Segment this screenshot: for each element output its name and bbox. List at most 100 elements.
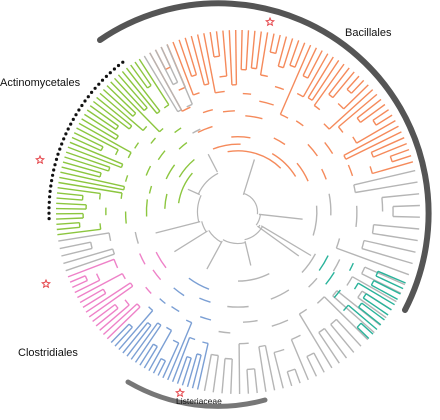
branch [257, 225, 300, 257]
dot-icon [48, 195, 52, 199]
branch [222, 239, 246, 245]
star-icon [41, 278, 51, 289]
branch [352, 136, 358, 144]
branch [134, 61, 152, 86]
branch [157, 150, 166, 161]
branch [139, 253, 146, 265]
branch [356, 326, 370, 340]
branch [245, 30, 250, 70]
branch [333, 289, 341, 299]
branch [242, 159, 256, 195]
branch [323, 123, 330, 130]
branch [258, 213, 303, 220]
branch [124, 211, 127, 224]
branch [253, 368, 258, 394]
branch [196, 34, 210, 85]
dot-icon [58, 147, 62, 151]
branch [155, 220, 201, 234]
branch [336, 247, 410, 276]
branch [373, 142, 407, 158]
branch [139, 343, 154, 366]
branch [316, 296, 325, 304]
branch [71, 136, 102, 152]
branch [369, 166, 373, 174]
branch [167, 322, 193, 381]
branch [173, 287, 185, 297]
branch [275, 34, 281, 54]
branch [174, 127, 182, 134]
branch [96, 96, 133, 127]
branch [362, 293, 367, 299]
branch [348, 262, 354, 272]
branch [280, 113, 289, 119]
branch [69, 141, 123, 165]
branch [239, 342, 249, 345]
branch [120, 163, 124, 168]
dot-icon [69, 122, 73, 126]
branch [258, 344, 266, 348]
branch [171, 306, 180, 313]
branch [181, 106, 191, 112]
branch [282, 38, 294, 68]
branch [134, 231, 139, 244]
branch [296, 162, 309, 182]
branch [150, 137, 157, 144]
branch [157, 360, 167, 376]
branch [65, 151, 111, 168]
branch [189, 336, 196, 341]
branch [186, 355, 192, 359]
branch [289, 40, 300, 66]
branch [357, 282, 395, 306]
branch [361, 273, 402, 294]
dot-icon [50, 179, 54, 183]
branch [136, 303, 141, 308]
branch [273, 137, 286, 146]
branch [212, 143, 241, 150]
branch [113, 77, 145, 111]
branch [115, 135, 119, 140]
branch [273, 348, 285, 354]
dot-icon [49, 184, 53, 188]
branch [191, 74, 197, 78]
branch [381, 193, 420, 199]
branch [271, 152, 297, 177]
branch [238, 343, 241, 395]
branch [160, 46, 179, 83]
branch [351, 276, 397, 303]
branch [128, 323, 133, 328]
branch [328, 193, 332, 216]
branch [78, 122, 132, 154]
branch [391, 155, 412, 163]
dot-icon [93, 86, 97, 90]
branch [372, 109, 389, 121]
branch [73, 132, 104, 148]
branch [244, 226, 264, 241]
branch [260, 225, 312, 257]
branch [392, 215, 420, 218]
branch [125, 67, 161, 112]
branch [172, 81, 178, 86]
branch [108, 232, 112, 242]
branch [199, 297, 211, 303]
branch [166, 44, 193, 105]
branch [240, 29, 243, 70]
branch [102, 288, 107, 294]
branch [324, 141, 334, 154]
branch [242, 92, 252, 95]
star-marker-group [35, 16, 275, 398]
branch [197, 172, 219, 195]
branch [328, 89, 374, 130]
branch [375, 271, 379, 277]
branch [165, 66, 171, 71]
branch [270, 289, 290, 300]
dot-icon [71, 117, 75, 121]
dot-icon [64, 132, 68, 136]
branch [149, 52, 182, 111]
branch [278, 65, 284, 69]
branch [286, 371, 293, 387]
branch [126, 324, 152, 357]
branch [359, 103, 386, 123]
branch [114, 149, 119, 156]
actinomycetales-label: Actinomycetales [0, 77, 81, 89]
branch [274, 85, 285, 91]
